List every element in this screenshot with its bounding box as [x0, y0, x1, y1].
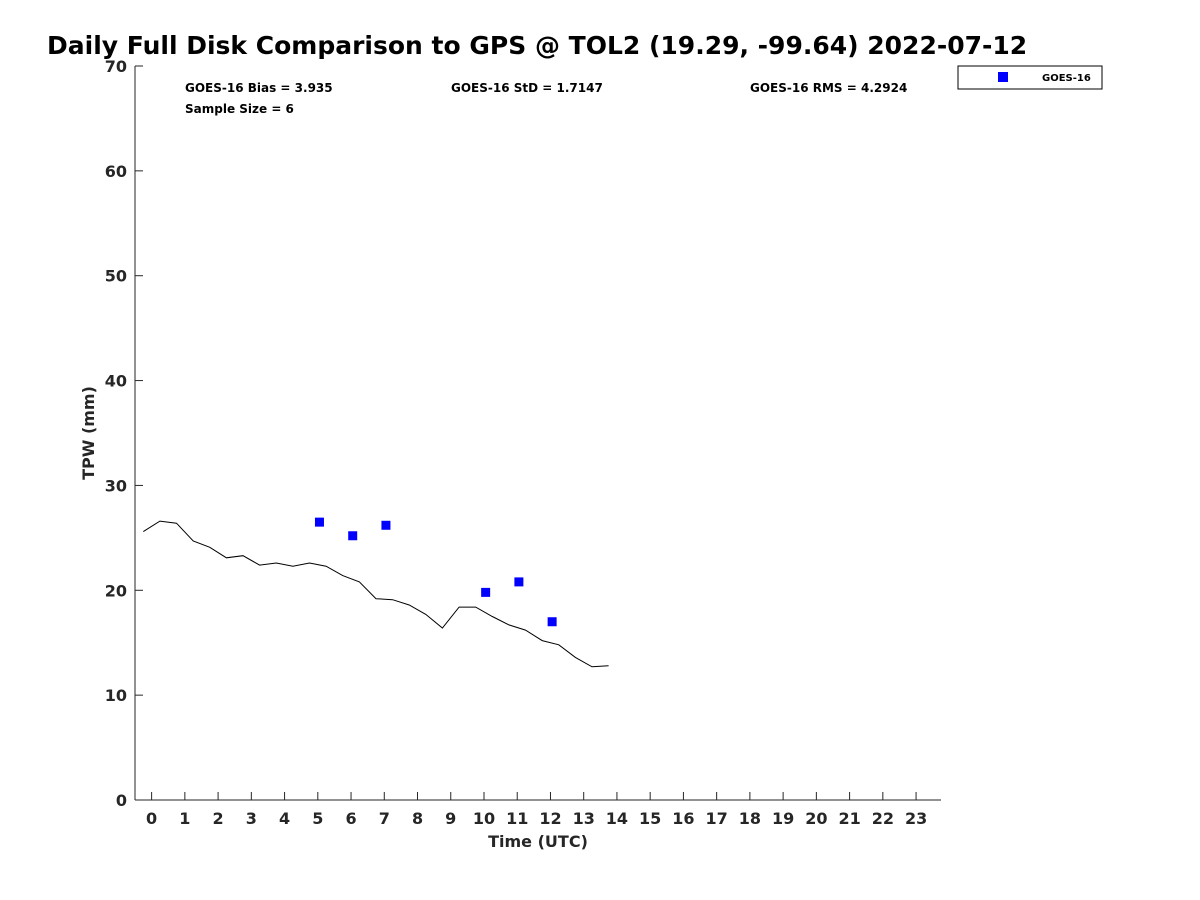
legend-marker — [998, 72, 1008, 82]
y-tick-label: 0 — [116, 791, 127, 810]
x-tick-label: 20 — [805, 809, 827, 828]
x-tick-label: 9 — [445, 809, 456, 828]
x-tick-label: 19 — [772, 809, 794, 828]
y-tick-label: 60 — [105, 162, 127, 181]
goes16-point — [381, 520, 391, 530]
x-tick-label: 2 — [213, 809, 224, 828]
goes16-point — [314, 517, 324, 527]
goes16-point — [348, 531, 358, 541]
y-tick-label: 20 — [105, 581, 127, 600]
x-tick-label: 0 — [146, 809, 157, 828]
goes16-point — [481, 587, 491, 597]
x-tick-label: 18 — [739, 809, 761, 828]
plot-area — [143, 517, 609, 668]
y-tick-label: 30 — [105, 476, 127, 495]
x-tick-label: 22 — [872, 809, 894, 828]
y-axis-label: TPW (mm) — [79, 386, 98, 480]
bias-stat: GOES-16 Bias = 3.935 — [185, 81, 333, 95]
y-tick-label: 50 — [105, 267, 127, 286]
std-stat: GOES-16 StD = 1.7147 — [451, 81, 603, 95]
x-tick-label: 3 — [246, 809, 257, 828]
x-tick-label: 11 — [506, 809, 528, 828]
rms-stat: GOES-16 RMS = 4.2924 — [750, 81, 907, 95]
legend-box — [957, 65, 1103, 90]
x-tick-label: 16 — [672, 809, 694, 828]
x-tick-label: 6 — [345, 809, 356, 828]
y-tick-label: 70 — [105, 57, 127, 76]
gps-tpw-line — [143, 520, 609, 668]
legend: GOES-16 — [957, 65, 1103, 90]
chart-title: Daily Full Disk Comparison to GPS @ TOL2… — [47, 31, 1027, 60]
x-tick-label: 23 — [905, 809, 927, 828]
x-tick-label: 15 — [639, 809, 661, 828]
x-tick-label: 5 — [312, 809, 323, 828]
x-tick-label: 1 — [179, 809, 190, 828]
x-tick-label: 14 — [606, 809, 628, 828]
legend-label: GOES-16 — [1042, 73, 1091, 84]
y-tick-label: 10 — [105, 686, 127, 705]
x-tick-label: 8 — [412, 809, 423, 828]
x-axis-label: Time (UTC) — [488, 832, 588, 851]
x-tick-label: 7 — [379, 809, 390, 828]
y-tick-label: 40 — [105, 372, 127, 391]
x-tick-label: 21 — [838, 809, 860, 828]
goes16-point — [514, 577, 524, 587]
x-tick-label: 17 — [706, 809, 728, 828]
goes16-point — [547, 617, 557, 627]
sample-size-stat: Sample Size = 6 — [185, 102, 294, 116]
x-tick-label: 12 — [539, 809, 561, 828]
x-tick-label: 13 — [573, 809, 595, 828]
x-tick-label: 4 — [279, 809, 290, 828]
x-tick-label: 10 — [473, 809, 495, 828]
